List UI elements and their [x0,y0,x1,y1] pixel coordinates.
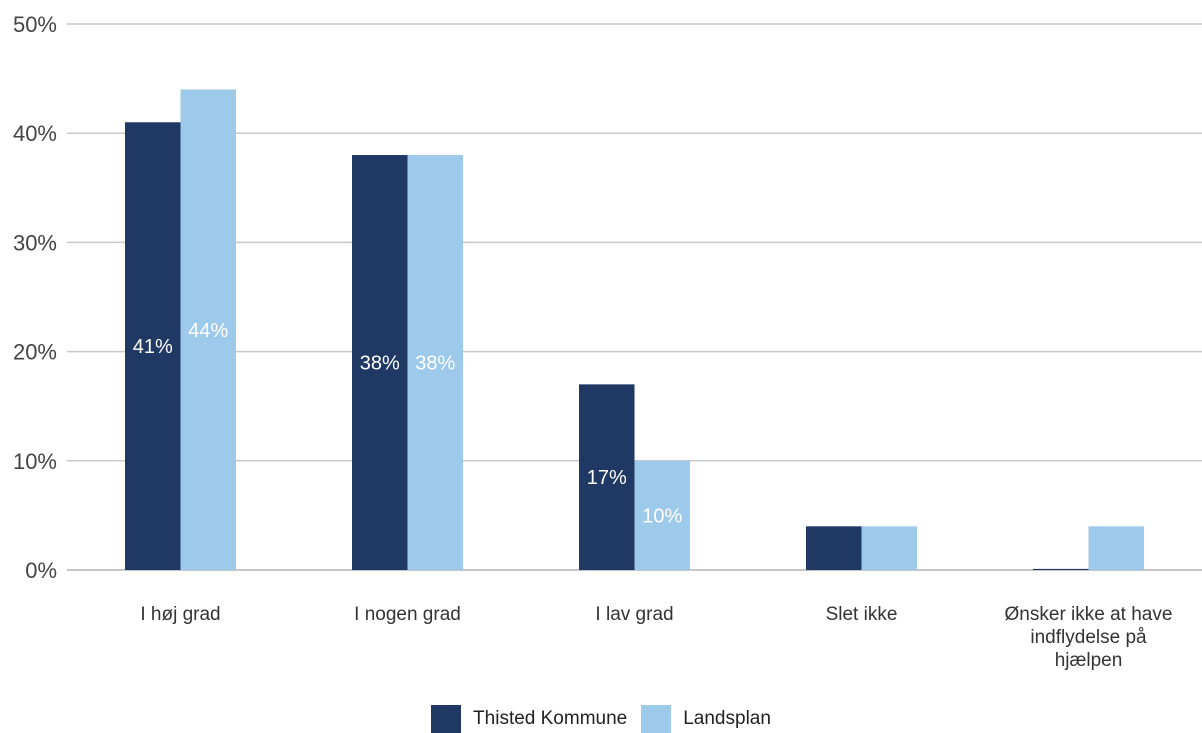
data-labels: 41% 44% 38% 38% 17% 10% [133,320,683,528]
y-tick-label: 0% [25,558,57,583]
x-category-label: I lav grad [595,604,673,625]
bar-thisted [579,384,635,570]
y-axis-ticks: 0% 10% 20% 30% 40% 50% [13,12,57,583]
bar-thisted [352,155,408,571]
data-label: 38% [360,353,400,375]
legend-swatch-thisted [431,705,462,733]
bar-thisted [806,526,862,570]
x-category-label: indflydelse på [1030,627,1147,648]
data-label: 44% [188,320,228,342]
legend-item-landsplan: Landsplan [641,705,771,733]
x-axis-categories: I høj grad I nogen grad I lav grad Slet ikk… [140,604,1172,671]
bar-landsplan [634,460,690,570]
x-category-label: I nogen grad [354,604,461,625]
bar-landsplan [861,526,917,570]
bars [125,89,1144,571]
data-label: 10% [642,505,682,527]
x-category-label: Ønsker ikke at have [1005,604,1173,625]
y-tick-label: 20% [13,340,57,365]
bar-thisted [125,122,181,570]
legend-label-thisted: Thisted Kommune [473,708,628,729]
legend-swatch-landsplan [641,705,672,733]
legend: Thisted Kommune Landsplan [0,705,1202,733]
data-label: 41% [133,336,173,358]
y-tick-label: 50% [13,12,57,37]
bar-landsplan [1088,526,1144,570]
bar-landsplan [407,155,463,571]
legend-item-thisted: Thisted Kommune [431,705,627,733]
x-category-label: I høj grad [140,604,220,625]
y-tick-label: 40% [13,121,57,146]
y-tick-label: 10% [13,449,57,474]
y-tick-label: 30% [13,230,57,255]
x-category-label: hjælpen [1055,650,1123,671]
grid-lines [67,23,1202,571]
data-label: 17% [587,467,627,489]
data-label: 38% [415,353,455,375]
legend-label-landsplan: Landsplan [683,708,771,729]
bar-thisted [1033,568,1089,570]
x-category-label: Slet ikke [826,604,898,625]
bar-landsplan [180,89,236,571]
